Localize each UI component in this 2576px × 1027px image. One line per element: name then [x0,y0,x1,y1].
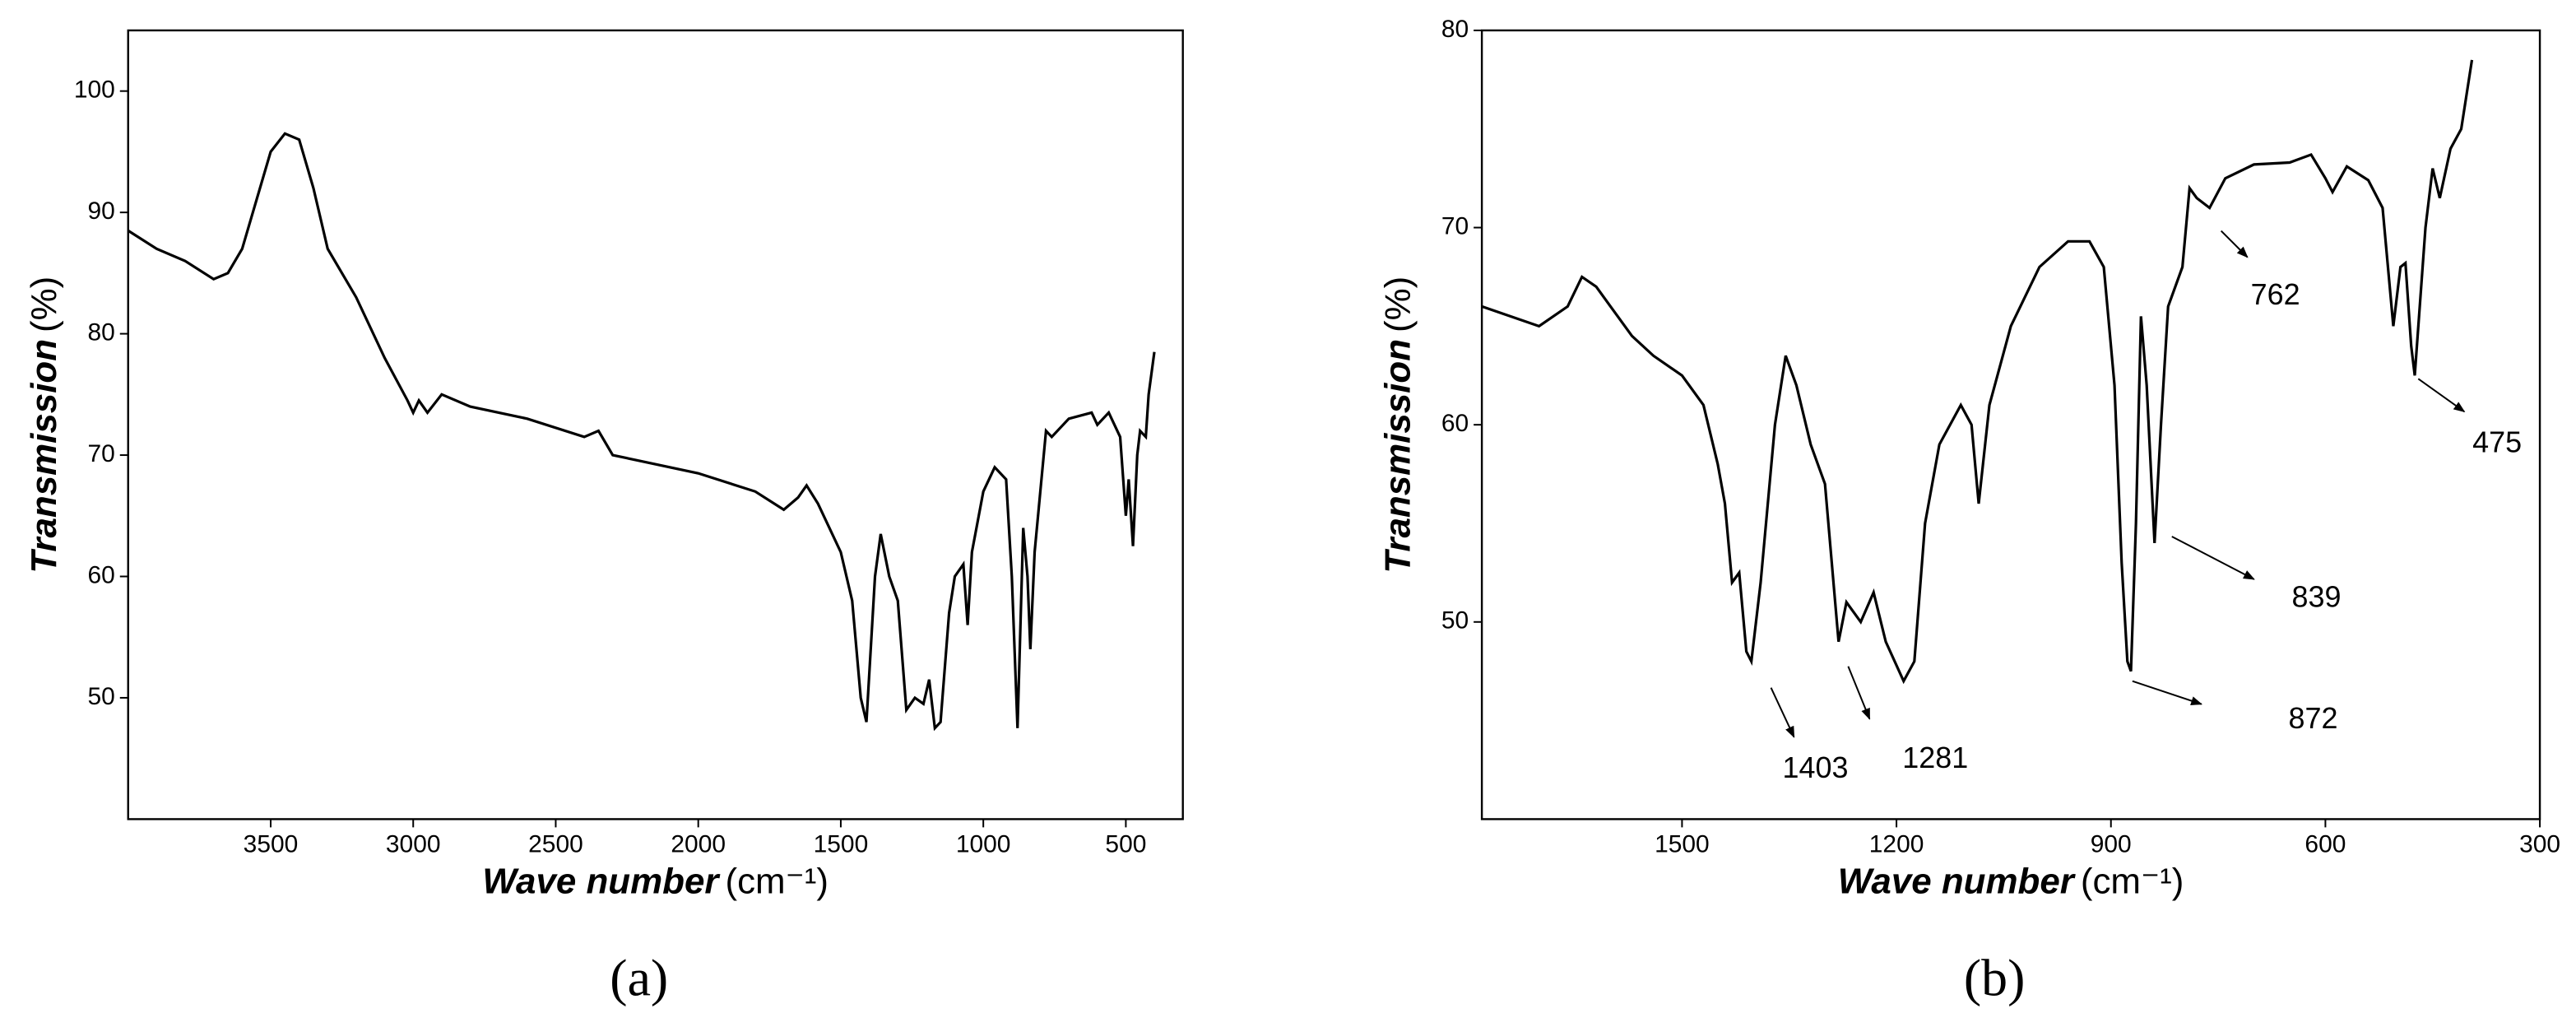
annotation-arrow [2417,378,2466,413]
spectrum-line [127,132,1156,732]
annotation: 839 [2292,579,2342,613]
annotation: 1403 [1783,750,1849,784]
x-axis-name: Wave number [482,861,721,901]
y-axis-name: Transmission [1377,339,1418,574]
x-axis-label: Wave number (cm⁻¹) [1838,861,2184,901]
plot-frame [127,29,1184,820]
annotation: 475 [2472,425,2522,459]
annotation-arrow [1847,666,1871,720]
annotation-arrow [2171,536,2255,580]
x-axis-unit: (cm⁻¹) [725,861,828,901]
x-tick-label: 2500 [528,830,583,857]
annotation-arrow [2220,230,2249,258]
plot-frame [1480,29,2541,820]
y-tick-label: 80 [87,318,114,346]
x-tick-label: 600 [2304,830,2346,857]
y-tick-label: 50 [1441,607,1469,634]
y-tick-label: 60 [87,561,114,588]
y-axis-unit: (%) [24,276,64,332]
x-tick-label: 300 [2519,830,2560,857]
x-tick-label: 2000 [671,830,726,857]
spectrum-line [1481,59,2474,685]
y-axis-label: Transmission (%) [24,276,64,574]
x-axis-label: Wave number (cm⁻¹) [482,861,828,901]
y-axis-name: Transmission [24,339,64,574]
x-tick-label: 1200 [1869,830,1924,857]
panel-caption: (a) [610,949,668,1007]
panel-caption: (b) [1964,949,2025,1007]
x-tick-label: 1500 [1655,830,1710,857]
x-axis-name: Wave number [1838,861,2077,901]
x-tick-label: 1000 [956,830,1011,857]
y-axis-label: Transmission (%) [1377,276,1418,574]
annotation: 1281 [1902,741,1968,774]
y-tick-label: 60 [1441,410,1469,437]
annotation-arrow [1770,687,1795,738]
x-axis-unit: (cm⁻¹) [2081,861,2184,901]
y-tick-label: 70 [87,440,114,467]
y-tick-label: 80 [1441,16,1469,43]
annotation: 762 [2251,277,2300,311]
y-tick-label: 100 [74,77,115,104]
x-tick-label: 500 [1105,830,1146,857]
annotation-arrow [2132,680,2203,705]
y-tick-label: 90 [87,198,114,225]
x-tick-label: 3000 [386,830,441,857]
y-axis-unit: (%) [1377,276,1418,332]
x-tick-label: 1500 [814,830,869,857]
y-tick-label: 50 [87,683,114,710]
annotation: 872 [2289,701,2338,735]
x-tick-label: 900 [2091,830,2132,857]
x-tick-label: 3500 [244,830,299,857]
y-tick-label: 70 [1441,212,1469,239]
